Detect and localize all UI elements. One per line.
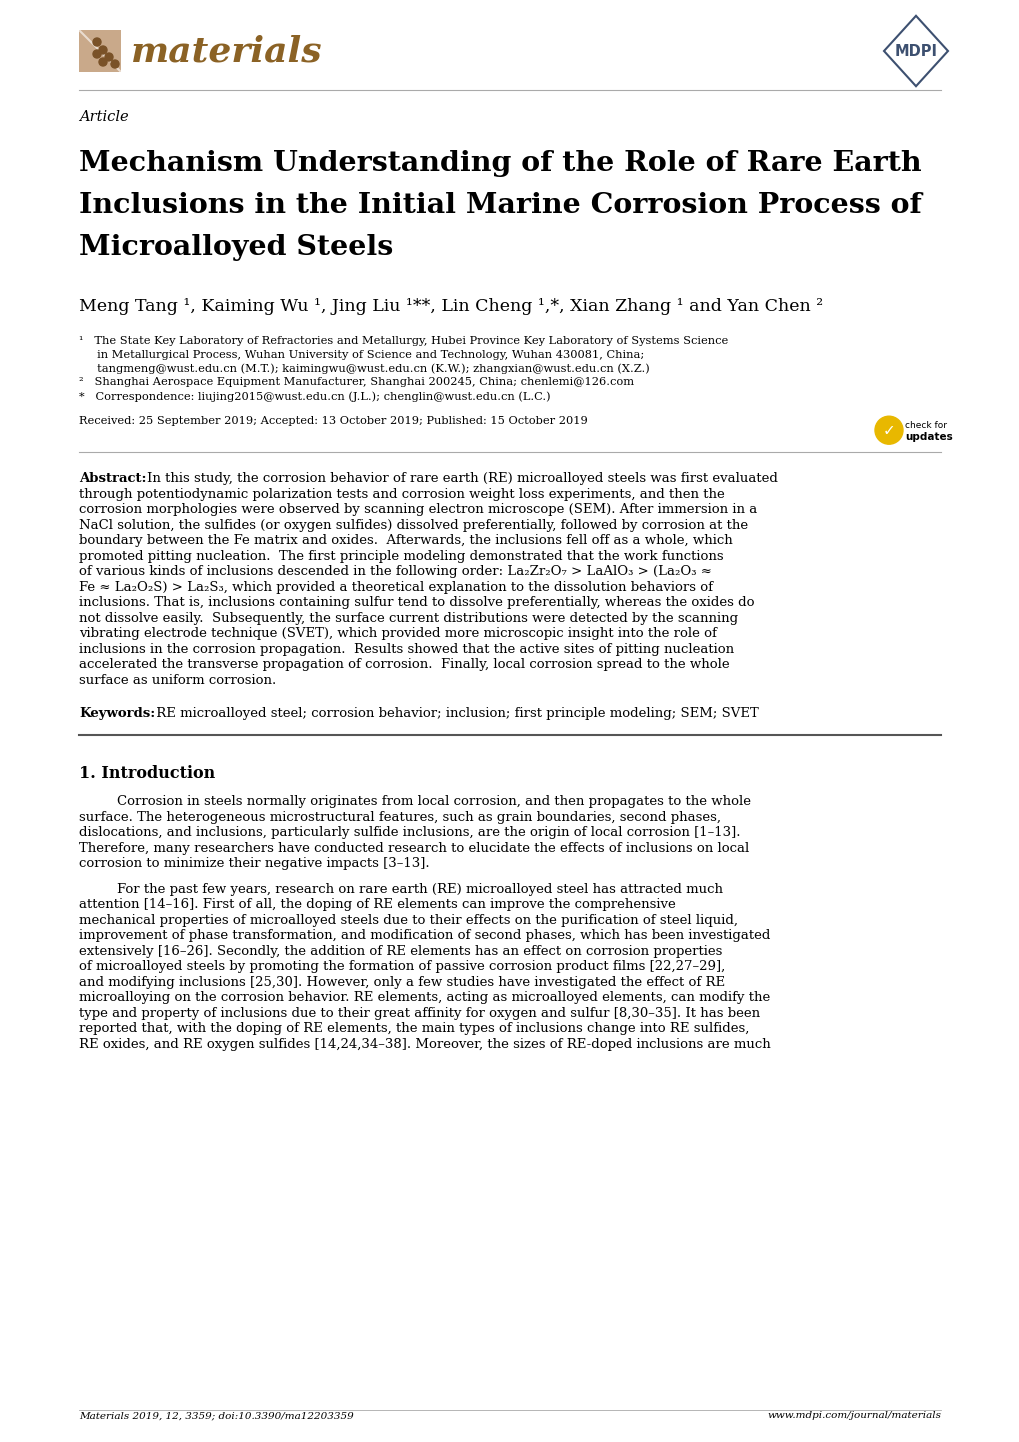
Text: through potentiodynamic polarization tests and corrosion weight loss experiments: through potentiodynamic polarization tes…: [78, 487, 725, 500]
Text: not dissolve easily.  Subsequently, the surface current distributions were detec: not dissolve easily. Subsequently, the s…: [78, 611, 738, 624]
Text: inclusions. That is, inclusions containing sulfur tend to dissolve preferentiall: inclusions. That is, inclusions containi…: [78, 596, 754, 609]
Text: inclusions in the corrosion propagation.  Results showed that the active sites o: inclusions in the corrosion propagation.…: [78, 643, 734, 656]
Text: surface. The heterogeneous microstructural features, such as grain boundaries, s: surface. The heterogeneous microstructur…: [78, 810, 720, 823]
Text: Fe ≈ La₂O₂S) > La₂S₃, which provided a theoretical explanation to the dissolutio: Fe ≈ La₂O₂S) > La₂S₃, which provided a t…: [78, 581, 712, 594]
Text: boundary between the Fe matrix and oxides.  Afterwards, the inclusions fell off : boundary between the Fe matrix and oxide…: [78, 534, 732, 547]
Circle shape: [105, 53, 113, 61]
Text: surface as uniform corrosion.: surface as uniform corrosion.: [78, 673, 276, 686]
Text: check for: check for: [904, 421, 946, 430]
Text: Materials 2019, 12, 3359; doi:10.3390/ma12203359: Materials 2019, 12, 3359; doi:10.3390/ma…: [78, 1412, 354, 1420]
Text: RE microalloyed steel; corrosion behavior; inclusion; first principle modeling; : RE microalloyed steel; corrosion behavio…: [152, 707, 758, 720]
Text: type and property of inclusions due to their great affinity for oxygen and sulfu: type and property of inclusions due to t…: [78, 1007, 759, 1019]
Text: Article: Article: [78, 110, 128, 124]
Text: www.mdpi.com/journal/materials: www.mdpi.com/journal/materials: [766, 1412, 941, 1420]
Text: NaCl solution, the sulfides (or oxygen sulfides) dissolved preferentially, follo: NaCl solution, the sulfides (or oxygen s…: [78, 519, 747, 532]
Text: MDPI: MDPI: [894, 43, 936, 59]
Text: 1. Introduction: 1. Introduction: [78, 766, 215, 782]
Text: mechanical properties of microalloyed steels due to their effects on the purific: mechanical properties of microalloyed st…: [78, 914, 738, 927]
Circle shape: [874, 417, 902, 444]
Text: Microalloyed Steels: Microalloyed Steels: [78, 234, 393, 261]
Text: and modifying inclusions [25,30]. However, only a few studies have investigated : and modifying inclusions [25,30]. Howeve…: [78, 976, 725, 989]
Text: For the past few years, research on rare earth (RE) microalloyed steel has attra: For the past few years, research on rare…: [117, 883, 722, 895]
Text: Abstract:: Abstract:: [78, 472, 147, 485]
Text: Mechanism Understanding of the Role of Rare Earth: Mechanism Understanding of the Role of R…: [78, 150, 921, 177]
Circle shape: [93, 37, 101, 46]
Text: corrosion morphologies were observed by scanning electron microscope (SEM). Afte: corrosion morphologies were observed by …: [78, 503, 756, 516]
Text: in Metallurgical Process, Wuhan University of Science and Technology, Wuhan 4300: in Metallurgical Process, Wuhan Universi…: [78, 350, 644, 360]
Text: ¹   The State Key Laboratory of Refractories and Metallurgy, Hubei Province Key : ¹ The State Key Laboratory of Refractori…: [78, 336, 728, 346]
Text: vibrating electrode technique (SVET), which provided more microscopic insight in: vibrating electrode technique (SVET), wh…: [78, 627, 716, 640]
Text: ✓: ✓: [881, 423, 895, 438]
Text: of microalloyed steels by promoting the formation of passive corrosion product f: of microalloyed steels by promoting the …: [78, 960, 725, 973]
Text: Keywords:: Keywords:: [78, 707, 155, 720]
Text: Meng Tang ¹, Kaiming Wu ¹, Jing Liu ¹**, Lin Cheng ¹,*, Xian Zhang ¹ and Yan Che: Meng Tang ¹, Kaiming Wu ¹, Jing Liu ¹**,…: [78, 298, 822, 314]
Bar: [78, 30, 121, 72]
Text: corrosion to minimize their negative impacts [3–13].: corrosion to minimize their negative imp…: [78, 857, 429, 870]
Text: In this study, the corrosion behavior of rare earth (RE) microalloyed steels was: In this study, the corrosion behavior of…: [147, 472, 777, 485]
Text: of various kinds of inclusions descended in the following order: La₂Zr₂O₇ > LaAl: of various kinds of inclusions descended…: [78, 565, 711, 578]
Text: Corrosion in steels normally originates from local corrosion, and then propagate: Corrosion in steels normally originates …: [117, 795, 750, 808]
Text: ²   Shanghai Aerospace Equipment Manufacturer, Shanghai 200245, China; chenlemi@: ² Shanghai Aerospace Equipment Manufactu…: [78, 378, 634, 388]
Text: reported that, with the doping of RE elements, the main types of inclusions chan: reported that, with the doping of RE ele…: [78, 1022, 749, 1035]
Text: updates: updates: [904, 433, 952, 443]
Text: Received: 25 September 2019; Accepted: 13 October 2019; Published: 15 October 20: Received: 25 September 2019; Accepted: 1…: [78, 417, 587, 427]
Text: improvement of phase transformation, and modification of second phases, which ha: improvement of phase transformation, and…: [78, 929, 769, 942]
Circle shape: [99, 46, 107, 53]
Circle shape: [111, 61, 119, 68]
Text: tangmeng@wust.edu.cn (M.T.); kaimingwu@wust.edu.cn (K.W.); zhangxian@wust.edu.cn: tangmeng@wust.edu.cn (M.T.); kaimingwu@w…: [78, 363, 649, 373]
Text: attention [14–16]. First of all, the doping of RE elements can improve the compr: attention [14–16]. First of all, the dop…: [78, 898, 676, 911]
Text: materials: materials: [130, 35, 322, 68]
Text: Therefore, many researchers have conducted research to elucidate the effects of : Therefore, many researchers have conduct…: [78, 842, 749, 855]
Text: microalloying on the corrosion behavior. RE elements, acting as microalloyed ele: microalloying on the corrosion behavior.…: [78, 991, 769, 1004]
Text: RE oxides, and RE oxygen sulfides [14,24,34–38]. Moreover, the sizes of RE-doped: RE oxides, and RE oxygen sulfides [14,24…: [78, 1038, 770, 1051]
Circle shape: [99, 58, 107, 66]
Text: extensively [16–26]. Secondly, the addition of RE elements has an effect on corr: extensively [16–26]. Secondly, the addit…: [78, 945, 721, 957]
Circle shape: [93, 50, 101, 58]
Text: dislocations, and inclusions, particularly sulfide inclusions, are the origin of: dislocations, and inclusions, particular…: [78, 826, 740, 839]
Text: promoted pitting nucleation.  The first principle modeling demonstrated that the: promoted pitting nucleation. The first p…: [78, 549, 722, 562]
Text: Inclusions in the Initial Marine Corrosion Process of: Inclusions in the Initial Marine Corrosi…: [78, 192, 921, 219]
Text: *   Correspondence: liujing2015@wust.edu.cn (J.L.); chenglin@wust.edu.cn (L.C.): * Correspondence: liujing2015@wust.edu.c…: [78, 391, 550, 402]
Text: accelerated the transverse propagation of corrosion.  Finally, local corrosion s: accelerated the transverse propagation o…: [78, 658, 729, 671]
